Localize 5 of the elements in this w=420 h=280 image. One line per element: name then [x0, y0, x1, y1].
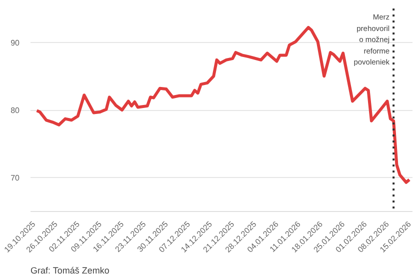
- text: Graf: Tomáš Zemko: [30, 266, 110, 276]
- line-series: [35, 26, 411, 184]
- y-tick-label: 90: [10, 38, 20, 48]
- y-tick-label: 80: [10, 106, 20, 115]
- y-tick-label: 70: [10, 174, 20, 183]
